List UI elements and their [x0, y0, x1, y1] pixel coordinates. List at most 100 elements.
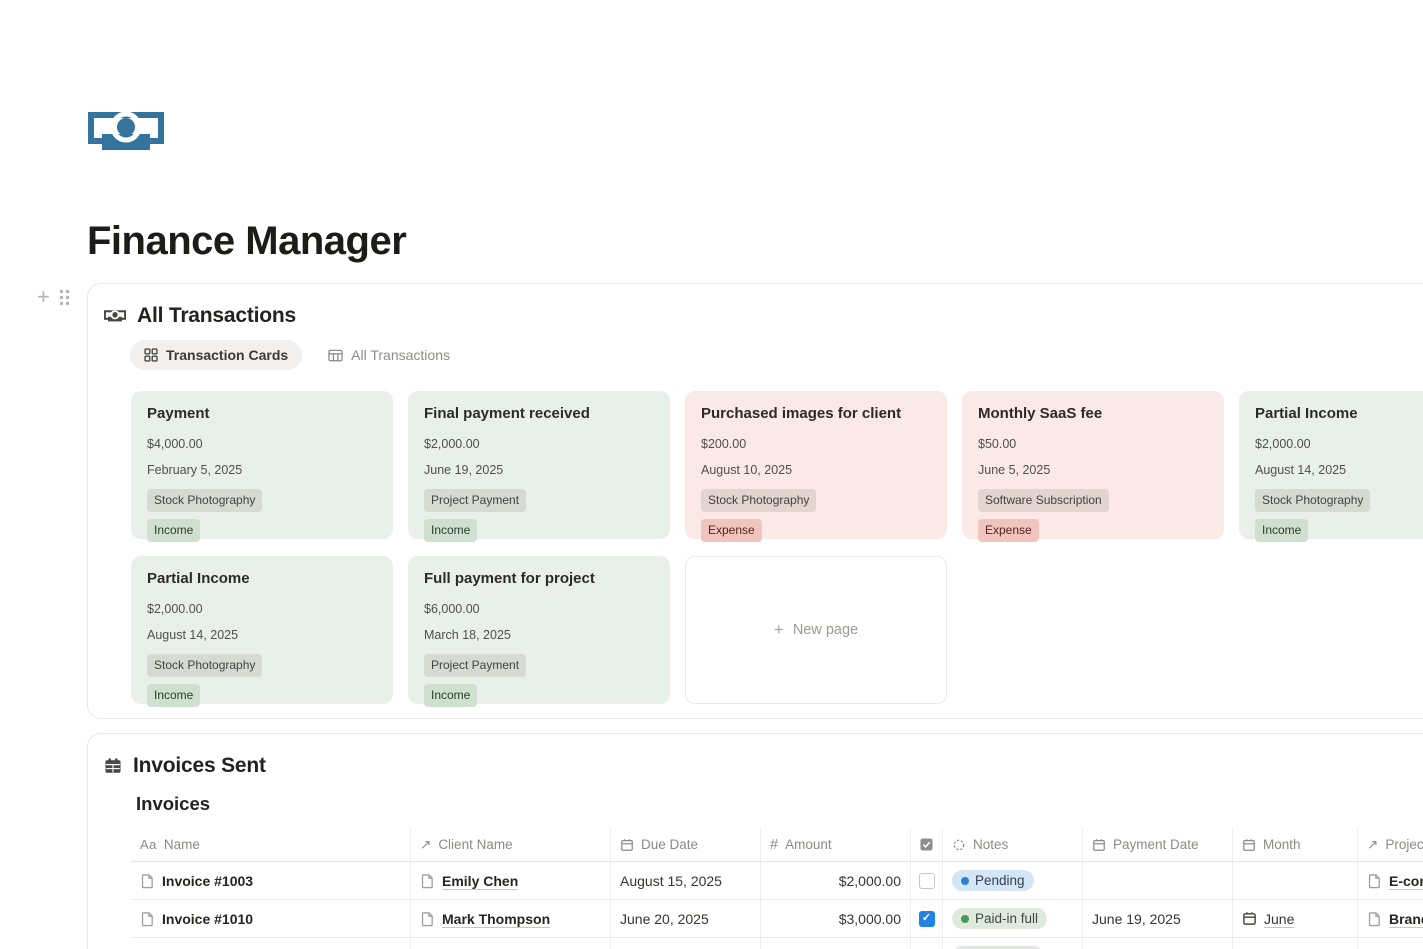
invoice-name: Invoice #1010 — [162, 910, 254, 927]
card-amount: $6,000.00 — [424, 602, 480, 616]
drag-handle-icon[interactable] — [59, 289, 70, 306]
due-date-cell[interactable] — [611, 938, 761, 949]
invoice-name: Invoice #1003 — [162, 872, 254, 889]
status-label: Pending — [975, 873, 1025, 888]
type-tag: Income — [147, 684, 201, 707]
name-cell[interactable] — [131, 938, 411, 949]
transaction-card[interactable]: Final payment received $2,000.00 June 19… — [408, 391, 670, 542]
block-handles: + — [37, 284, 70, 309]
add-block-button[interactable]: + — [37, 284, 50, 309]
tab-label: Transaction Cards — [166, 347, 289, 363]
column-label: Due Date — [641, 837, 699, 852]
month-cell[interactable]: June — [1233, 900, 1358, 937]
project-cell[interactable] — [1358, 938, 1423, 949]
column-header-amount[interactable]: # Amount — [761, 828, 911, 861]
transaction-card[interactable]: Purchased images for client $200.00 Augu… — [685, 391, 947, 542]
column-header-month[interactable]: Month — [1233, 828, 1358, 861]
due-date-cell[interactable]: June 20, 2025 — [611, 900, 761, 937]
due-date-cell[interactable]: August 15, 2025 — [611, 862, 761, 899]
amount-cell[interactable]: $3,000.00 — [761, 900, 911, 937]
project-cell[interactable]: Brand — [1358, 900, 1423, 937]
notes-cell[interactable]: Pending — [943, 862, 1083, 899]
table-view-icon — [328, 348, 343, 363]
transaction-card[interactable]: Partial Income $2,000.00 August 14, 2025… — [131, 556, 393, 707]
table-row: Invoice #1010 Mark Thompson June 20, 202… — [131, 900, 1423, 938]
checkbox-checked[interactable]: ✓ — [918, 910, 935, 927]
month-cell[interactable] — [1233, 862, 1358, 899]
calendar-icon — [1092, 838, 1106, 852]
client-link[interactable]: Emily Chen — [442, 872, 519, 889]
name-cell[interactable]: Invoice #1003 — [131, 862, 411, 899]
client-cell[interactable]: Mark Thompson — [411, 900, 611, 937]
card-date: March 18, 2025 — [424, 628, 511, 642]
tab-transaction-cards[interactable]: Transaction Cards — [130, 340, 303, 370]
page-icon — [140, 911, 155, 927]
money-icon[interactable] — [88, 112, 164, 154]
amount-cell[interactable]: $2,000.00 — [761, 862, 911, 899]
all-transactions-section: All Transactions Transaction Cards A — [87, 283, 1423, 719]
status-pill — [952, 946, 1044, 949]
column-header-name[interactable]: Aa Name — [131, 828, 411, 861]
name-cell[interactable]: Invoice #1010 — [131, 900, 411, 937]
invoices-table: Aa Name ↗ Client Name Due Date # Amount — [131, 828, 1423, 949]
month-cell[interactable] — [1233, 938, 1358, 949]
card-date: August 14, 2025 — [147, 628, 239, 642]
column-label: Month — [1263, 837, 1301, 852]
amount-cell[interactable] — [761, 938, 911, 949]
card-title: Purchased images for client — [701, 405, 902, 422]
column-label: Client Name — [438, 837, 513, 852]
column-label: Notes — [973, 837, 1009, 852]
category-tag: Project Payment — [424, 489, 527, 512]
column-header-checkbox[interactable] — [911, 828, 943, 861]
card-title: Partial Income — [147, 570, 250, 587]
transaction-card[interactable]: Monthly SaaS fee $50.00 June 5, 2025 Sof… — [962, 391, 1224, 542]
type-tag: Expense — [978, 519, 1039, 542]
table-header-row: Aa Name ↗ Client Name Due Date # Amount — [131, 828, 1423, 862]
payment-date-cell[interactable] — [1083, 938, 1233, 949]
client-link[interactable]: Mark Thompson — [442, 910, 551, 927]
month-link[interactable]: June — [1264, 910, 1295, 927]
tab-all-transactions[interactable]: All Transactions — [314, 340, 464, 370]
calendar-icon — [1242, 911, 1257, 926]
card-amount: $200.00 — [701, 437, 747, 451]
client-cell[interactable]: Emily Chen — [411, 862, 611, 899]
card-title: Full payment for project — [424, 570, 595, 587]
type-tag: Expense — [701, 519, 762, 542]
table-row: Invoice #1003 Emily Chen August 15, 2025… — [131, 862, 1423, 900]
relation-arrow-icon: ↗ — [1367, 836, 1379, 852]
section-title[interactable]: Invoices Sent — [133, 754, 266, 777]
card-date: August 14, 2025 — [1255, 463, 1347, 477]
amount: $3,000.00 — [838, 910, 901, 927]
column-header-due-date[interactable]: Due Date — [611, 828, 761, 861]
card-amount: $50.00 — [978, 437, 1017, 451]
payment-date-cell[interactable] — [1083, 862, 1233, 899]
notes-cell[interactable] — [943, 938, 1083, 949]
project-link[interactable]: Brand — [1389, 910, 1423, 927]
project-link[interactable]: E-com — [1389, 872, 1423, 889]
column-header-payment-date[interactable]: Payment Date — [1083, 828, 1233, 861]
status-dot — [961, 914, 969, 923]
money-icon — [104, 309, 126, 323]
view-tabs: Transaction Cards All Transactions — [130, 340, 1423, 370]
column-header-notes[interactable]: Notes — [943, 828, 1083, 861]
column-header-project[interactable]: ↗ Projec — [1358, 828, 1423, 861]
project-cell[interactable]: E-com — [1358, 862, 1423, 899]
transaction-card[interactable]: Partial Income $2,000.00 August 14, 2025… — [1239, 391, 1423, 542]
transaction-card[interactable]: Payment $4,000.00 February 5, 2025 Stock… — [131, 391, 393, 542]
column-header-client-name[interactable]: ↗ Client Name — [411, 828, 611, 861]
payment-date-cell[interactable]: June 19, 2025 — [1083, 900, 1233, 937]
page-icon — [140, 873, 155, 889]
new-page-button[interactable]: + New page — [685, 556, 947, 704]
column-label: Projec — [1385, 837, 1423, 852]
checkbox-unchecked[interactable] — [918, 872, 935, 889]
client-cell[interactable] — [411, 938, 611, 949]
card-title: Final payment received — [424, 405, 590, 422]
page-title[interactable]: Finance Manager — [87, 219, 407, 263]
notes-cell[interactable]: Paid-in full — [943, 900, 1083, 937]
due-date: June 20, 2025 — [620, 910, 709, 927]
transaction-card[interactable]: Full payment for project $6,000.00 March… — [408, 556, 670, 707]
due-date: August 15, 2025 — [620, 872, 722, 889]
page-icon — [420, 873, 435, 889]
section-title[interactable]: All Transactions — [137, 304, 297, 327]
invoices-table-title[interactable]: Invoices — [136, 793, 211, 814]
